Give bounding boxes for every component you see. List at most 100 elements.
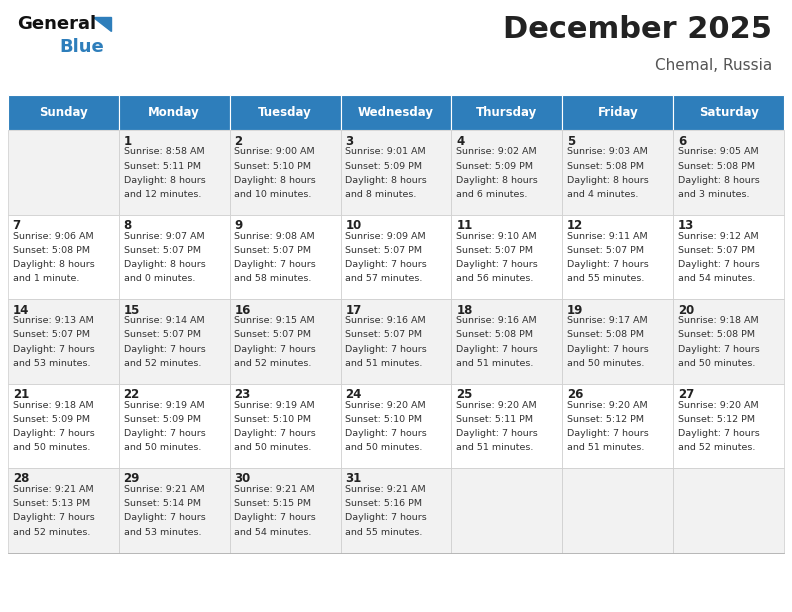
Bar — [562, 130, 673, 215]
Text: Daylight: 7 hours: Daylight: 7 hours — [234, 260, 316, 269]
Text: Sunrise: 9:05 AM: Sunrise: 9:05 AM — [678, 147, 759, 157]
Text: 21: 21 — [13, 388, 29, 401]
Text: Sunrise: 9:09 AM: Sunrise: 9:09 AM — [345, 232, 426, 241]
Text: Saturday: Saturday — [699, 106, 759, 119]
Text: Daylight: 7 hours: Daylight: 7 hours — [456, 429, 538, 438]
Text: Sunset: 5:14 PM: Sunset: 5:14 PM — [124, 499, 200, 509]
Text: Sunrise: 9:10 AM: Sunrise: 9:10 AM — [456, 232, 537, 241]
Text: Sunset: 5:07 PM: Sunset: 5:07 PM — [567, 246, 644, 255]
Text: Sunrise: 9:21 AM: Sunrise: 9:21 AM — [13, 485, 93, 494]
Text: and 6 minutes.: and 6 minutes. — [456, 190, 527, 199]
Bar — [341, 95, 451, 130]
Text: Sunset: 5:08 PM: Sunset: 5:08 PM — [567, 162, 644, 171]
Text: Sunset: 5:07 PM: Sunset: 5:07 PM — [345, 246, 422, 255]
Text: and 53 minutes.: and 53 minutes. — [124, 528, 201, 537]
Text: Daylight: 8 hours: Daylight: 8 hours — [124, 176, 205, 185]
Bar — [451, 215, 562, 299]
Text: and 52 minutes.: and 52 minutes. — [234, 359, 312, 368]
Text: and 57 minutes.: and 57 minutes. — [345, 274, 423, 283]
Text: Daylight: 7 hours: Daylight: 7 hours — [345, 260, 427, 269]
Text: Sunrise: 8:58 AM: Sunrise: 8:58 AM — [124, 147, 204, 157]
Bar — [230, 95, 341, 130]
Text: Daylight: 8 hours: Daylight: 8 hours — [456, 176, 538, 185]
Text: Sunset: 5:10 PM: Sunset: 5:10 PM — [234, 162, 311, 171]
Text: Thursday: Thursday — [476, 106, 538, 119]
Text: Sunrise: 9:01 AM: Sunrise: 9:01 AM — [345, 147, 426, 157]
Text: Daylight: 7 hours: Daylight: 7 hours — [678, 429, 760, 438]
Text: Daylight: 8 hours: Daylight: 8 hours — [13, 260, 94, 269]
Text: Sunset: 5:07 PM: Sunset: 5:07 PM — [456, 246, 533, 255]
Text: Sunrise: 9:19 AM: Sunrise: 9:19 AM — [234, 401, 315, 410]
Text: Sunset: 5:09 PM: Sunset: 5:09 PM — [13, 415, 89, 424]
Bar — [562, 95, 673, 130]
Text: and 50 minutes.: and 50 minutes. — [234, 443, 312, 452]
Bar — [8, 299, 119, 384]
Text: 23: 23 — [234, 388, 251, 401]
Text: Sunset: 5:07 PM: Sunset: 5:07 PM — [234, 246, 311, 255]
Bar — [230, 299, 341, 384]
Text: 25: 25 — [456, 388, 473, 401]
Text: and 0 minutes.: and 0 minutes. — [124, 274, 195, 283]
Bar — [230, 215, 341, 299]
Text: Sunset: 5:07 PM: Sunset: 5:07 PM — [124, 246, 200, 255]
Text: Daylight: 7 hours: Daylight: 7 hours — [456, 260, 538, 269]
Text: 3: 3 — [345, 135, 353, 147]
Text: 24: 24 — [345, 388, 362, 401]
Bar — [8, 384, 119, 468]
Text: 28: 28 — [13, 472, 29, 485]
Text: and 12 minutes.: and 12 minutes. — [124, 190, 201, 199]
Text: 1: 1 — [124, 135, 131, 147]
Text: 18: 18 — [456, 304, 473, 316]
Bar — [673, 215, 784, 299]
Bar — [562, 468, 673, 553]
Text: 31: 31 — [345, 472, 362, 485]
Text: Sunrise: 9:20 AM: Sunrise: 9:20 AM — [678, 401, 759, 410]
Bar — [119, 299, 230, 384]
Text: Daylight: 7 hours: Daylight: 7 hours — [567, 260, 649, 269]
Bar — [8, 95, 119, 130]
Text: Daylight: 7 hours: Daylight: 7 hours — [234, 345, 316, 354]
Text: 7: 7 — [13, 219, 21, 232]
Text: Sunset: 5:07 PM: Sunset: 5:07 PM — [13, 330, 89, 340]
Text: Sunrise: 9:16 AM: Sunrise: 9:16 AM — [456, 316, 537, 326]
Bar — [119, 468, 230, 553]
Text: Sunrise: 9:07 AM: Sunrise: 9:07 AM — [124, 232, 204, 241]
Text: 10: 10 — [345, 219, 362, 232]
Text: Sunset: 5:11 PM: Sunset: 5:11 PM — [456, 415, 533, 424]
Text: and 50 minutes.: and 50 minutes. — [13, 443, 90, 452]
Text: and 55 minutes.: and 55 minutes. — [567, 274, 645, 283]
Text: Sunset: 5:12 PM: Sunset: 5:12 PM — [567, 415, 644, 424]
Bar — [341, 130, 451, 215]
Bar — [673, 95, 784, 130]
Text: 14: 14 — [13, 304, 29, 316]
Text: 12: 12 — [567, 219, 584, 232]
Text: and 52 minutes.: and 52 minutes. — [13, 528, 90, 537]
Text: 13: 13 — [678, 219, 695, 232]
Text: Sunset: 5:08 PM: Sunset: 5:08 PM — [567, 330, 644, 340]
Text: Tuesday: Tuesday — [258, 106, 312, 119]
Text: and 51 minutes.: and 51 minutes. — [567, 443, 645, 452]
Text: Sunrise: 9:20 AM: Sunrise: 9:20 AM — [345, 401, 426, 410]
Text: and 1 minute.: and 1 minute. — [13, 274, 79, 283]
Text: Daylight: 8 hours: Daylight: 8 hours — [234, 176, 316, 185]
Text: Sunset: 5:12 PM: Sunset: 5:12 PM — [678, 415, 755, 424]
Text: Sunset: 5:15 PM: Sunset: 5:15 PM — [234, 499, 311, 509]
Text: 15: 15 — [124, 304, 140, 316]
Bar — [562, 384, 673, 468]
Text: Wednesday: Wednesday — [358, 106, 434, 119]
Text: Daylight: 7 hours: Daylight: 7 hours — [124, 345, 205, 354]
Text: Sunset: 5:08 PM: Sunset: 5:08 PM — [13, 246, 89, 255]
Text: 5: 5 — [567, 135, 575, 147]
Text: Daylight: 7 hours: Daylight: 7 hours — [567, 345, 649, 354]
Text: and 8 minutes.: and 8 minutes. — [345, 190, 417, 199]
Text: 27: 27 — [678, 388, 695, 401]
Text: December 2025: December 2025 — [503, 15, 772, 44]
Text: Daylight: 7 hours: Daylight: 7 hours — [124, 513, 205, 523]
Bar — [673, 130, 784, 215]
Bar — [562, 215, 673, 299]
Text: Daylight: 7 hours: Daylight: 7 hours — [678, 345, 760, 354]
Text: and 54 minutes.: and 54 minutes. — [678, 274, 756, 283]
Bar — [341, 215, 451, 299]
Text: Sunset: 5:10 PM: Sunset: 5:10 PM — [234, 415, 311, 424]
Text: Daylight: 8 hours: Daylight: 8 hours — [678, 176, 760, 185]
